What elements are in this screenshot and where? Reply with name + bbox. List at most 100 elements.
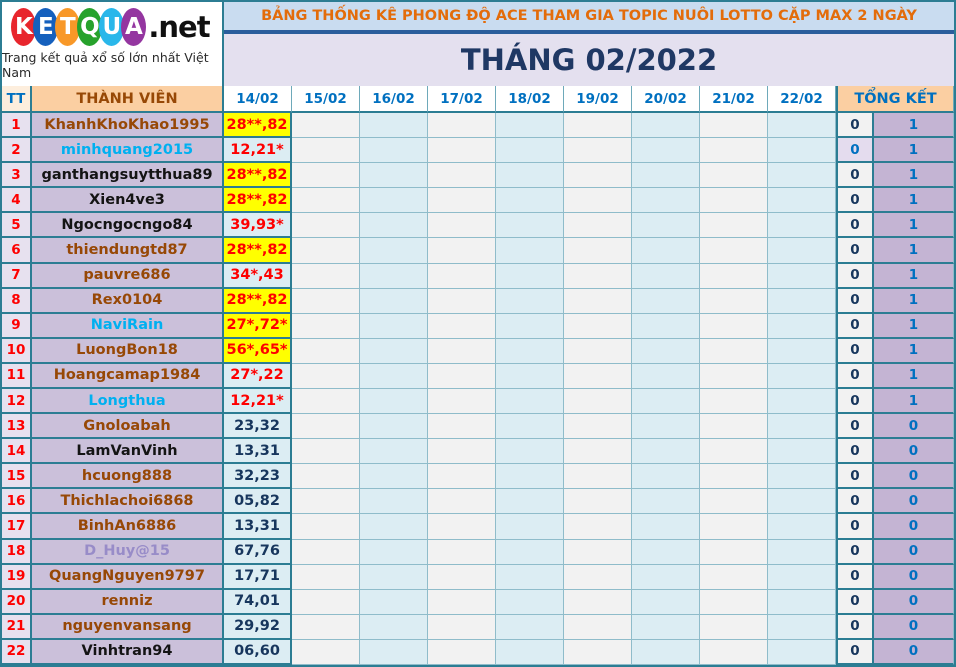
member-name[interactable]: Gnoloabah — [32, 414, 224, 440]
member-name[interactable]: pauvre686 — [32, 263, 224, 289]
date-cell-empty — [360, 514, 428, 540]
date-cell-empty — [360, 639, 428, 665]
score-cell: 28**,82 — [224, 113, 292, 139]
date-cell-empty — [292, 389, 360, 415]
date-cell-empty — [632, 464, 700, 490]
summary-total-cell: 1 — [874, 288, 954, 314]
date-cell-empty — [632, 263, 700, 289]
date-cell-empty — [564, 414, 632, 440]
date-cell-empty — [768, 188, 836, 214]
date-cell-empty — [700, 589, 768, 615]
date-cell-empty — [292, 489, 360, 515]
col-header-summary: TỔNG KẾT — [836, 86, 954, 113]
member-name[interactable]: Rex0104 — [32, 288, 224, 314]
summary-total-cell: 0 — [874, 464, 954, 490]
date-cell-empty — [700, 414, 768, 440]
member-name[interactable]: LamVanVinh — [32, 439, 224, 465]
tt-cell: 18 — [2, 539, 32, 565]
date-cell-empty — [564, 138, 632, 164]
date-cell-empty — [564, 389, 632, 415]
member-name[interactable]: nguyenvansang — [32, 614, 224, 640]
member-name[interactable]: BinhAn6886 — [32, 514, 224, 540]
date-cell-empty — [496, 113, 564, 139]
logo-suffix: .net — [148, 10, 210, 44]
score-cell: 13,31 — [224, 514, 292, 540]
date-cell-empty — [700, 163, 768, 189]
date-cell-empty — [768, 263, 836, 289]
member-name[interactable]: Vinhtran94 — [32, 639, 224, 665]
date-cell-empty — [496, 213, 564, 239]
member-name[interactable]: Xien4ve3 — [32, 188, 224, 214]
date-cell-empty — [292, 188, 360, 214]
member-name[interactable]: renniz — [32, 589, 224, 615]
date-cell-empty — [768, 639, 836, 665]
summary-total-cell: 1 — [874, 363, 954, 389]
date-cell-empty — [700, 439, 768, 465]
member-name[interactable]: ganthangsuytthua89 — [32, 163, 224, 189]
date-cell-empty — [496, 514, 564, 540]
date-cell-empty — [428, 564, 496, 590]
summary-count-cell: 0 — [836, 338, 874, 364]
member-name[interactable]: hcuong888 — [32, 464, 224, 490]
date-cell-empty — [428, 138, 496, 164]
summary-total-cell: 0 — [874, 514, 954, 540]
tt-cell: 21 — [2, 614, 32, 640]
date-cell-empty — [496, 389, 564, 415]
summary-count-cell: 0 — [836, 213, 874, 239]
member-name[interactable]: KhanhKhoKhao1995 — [32, 113, 224, 139]
logo-letter: K — [11, 8, 37, 46]
date-cell-empty — [768, 213, 836, 239]
member-name[interactable]: D_Huy@15 — [32, 539, 224, 565]
tt-cell: 14 — [2, 439, 32, 465]
date-cell-empty — [428, 614, 496, 640]
col-header-date: 22/02 — [768, 86, 836, 113]
date-cell-empty — [632, 414, 700, 440]
date-cell-empty — [360, 338, 428, 364]
summary-count-cell: 0 — [836, 439, 874, 465]
tt-cell: 4 — [2, 188, 32, 214]
date-cell-empty — [292, 363, 360, 389]
member-name[interactable]: QuangNguyen9797 — [32, 564, 224, 590]
tt-cell: 19 — [2, 564, 32, 590]
date-cell-empty — [428, 514, 496, 540]
date-cell-empty — [564, 564, 632, 590]
member-name[interactable]: Ngocngocngo84 — [32, 213, 224, 239]
member-name[interactable]: LuongBon18 — [32, 338, 224, 364]
date-cell-empty — [564, 313, 632, 339]
date-cell-empty — [496, 414, 564, 440]
member-name[interactable]: Longthua — [32, 389, 224, 415]
date-cell-empty — [360, 539, 428, 565]
summary-total-cell: 0 — [874, 489, 954, 515]
member-name[interactable]: thiendungtd87 — [32, 238, 224, 264]
date-cell-empty — [632, 113, 700, 139]
summary-count-cell: 0 — [836, 464, 874, 490]
date-cell-empty — [632, 188, 700, 214]
summary-count-cell: 0 — [836, 113, 874, 139]
summary-count-cell: 0 — [836, 138, 874, 164]
summary-total-cell: 1 — [874, 213, 954, 239]
member-name[interactable]: Thichlachoi6868 — [32, 489, 224, 515]
date-cell-empty — [292, 439, 360, 465]
date-cell-empty — [632, 389, 700, 415]
member-name[interactable]: Hoangcamap1984 — [32, 363, 224, 389]
col-header-date: 17/02 — [428, 86, 496, 113]
date-cell-empty — [564, 639, 632, 665]
date-cell-empty — [700, 614, 768, 640]
date-cell-empty — [564, 163, 632, 189]
date-cell-empty — [768, 338, 836, 364]
date-cell-empty — [360, 238, 428, 264]
date-cell-empty — [428, 363, 496, 389]
date-cell-empty — [564, 288, 632, 314]
date-cell-empty — [360, 564, 428, 590]
member-name[interactable]: NaviRain — [32, 313, 224, 339]
date-cell-empty — [292, 238, 360, 264]
date-cell-empty — [360, 389, 428, 415]
date-cell-empty — [700, 313, 768, 339]
tt-cell: 3 — [2, 163, 32, 189]
member-name[interactable]: minhquang2015 — [32, 138, 224, 164]
summary-count-cell: 0 — [836, 614, 874, 640]
